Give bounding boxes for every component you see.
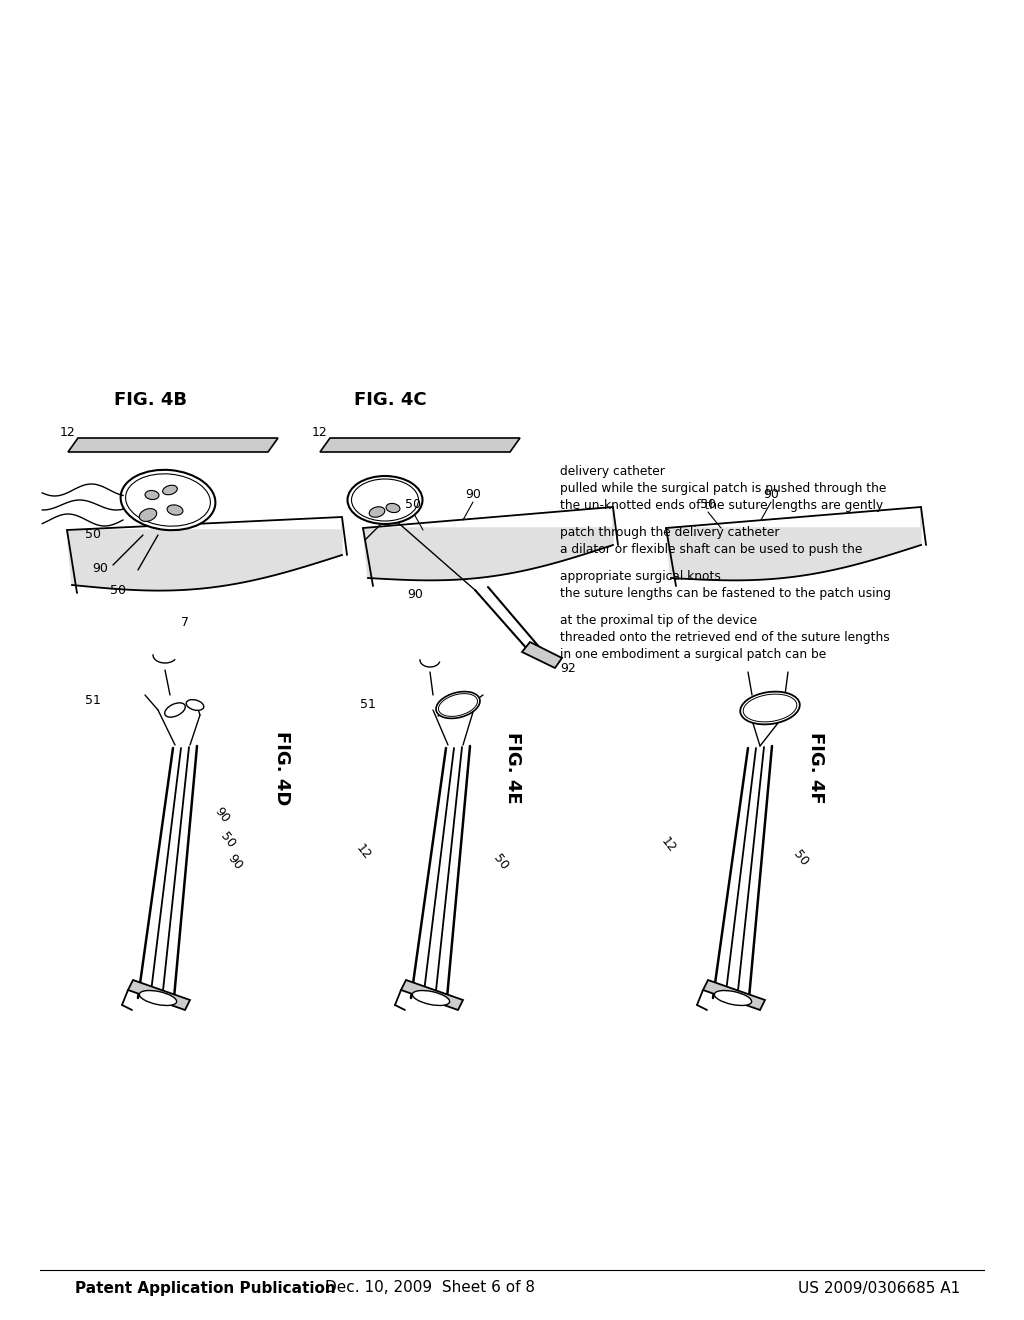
- Ellipse shape: [347, 477, 423, 524]
- Text: FIG. 4C: FIG. 4C: [353, 391, 426, 409]
- Text: FIG. 4F: FIG. 4F: [807, 733, 825, 804]
- Polygon shape: [522, 642, 562, 668]
- Polygon shape: [703, 979, 765, 1010]
- Text: 50: 50: [85, 528, 101, 541]
- Text: the suture lengths can be fastened to the patch using: the suture lengths can be fastened to th…: [560, 587, 891, 601]
- Text: Dec. 10, 2009  Sheet 6 of 8: Dec. 10, 2009 Sheet 6 of 8: [325, 1280, 535, 1295]
- Ellipse shape: [167, 504, 183, 515]
- Text: 50: 50: [406, 499, 421, 511]
- Text: 7: 7: [181, 615, 189, 628]
- Text: 90: 90: [465, 488, 481, 502]
- Text: 90: 90: [225, 851, 245, 873]
- Text: a dilator or flexible shaft can be used to push the: a dilator or flexible shaft can be used …: [560, 543, 862, 556]
- Text: 90: 90: [763, 488, 779, 502]
- Ellipse shape: [413, 990, 450, 1006]
- Ellipse shape: [165, 702, 185, 717]
- Ellipse shape: [121, 470, 215, 531]
- Text: FIG. 4E: FIG. 4E: [504, 733, 522, 804]
- Text: US 2009/0306685 A1: US 2009/0306685 A1: [798, 1280, 961, 1295]
- Ellipse shape: [740, 692, 800, 725]
- Text: 50: 50: [791, 847, 811, 869]
- Ellipse shape: [370, 507, 385, 517]
- Ellipse shape: [715, 990, 752, 1006]
- Ellipse shape: [139, 508, 157, 521]
- Text: 50: 50: [110, 583, 126, 597]
- Ellipse shape: [139, 990, 176, 1006]
- Ellipse shape: [436, 692, 480, 718]
- Text: 90: 90: [92, 561, 108, 574]
- Ellipse shape: [126, 474, 210, 527]
- Text: 90: 90: [408, 589, 423, 602]
- Text: 50: 50: [490, 851, 511, 873]
- Text: 90: 90: [212, 805, 232, 825]
- Text: appropriate surgical knots: appropriate surgical knots: [560, 570, 721, 583]
- Polygon shape: [68, 438, 278, 451]
- Text: pulled while the surgical patch is pushed through the: pulled while the surgical patch is pushe…: [560, 482, 887, 495]
- Text: 92: 92: [560, 661, 575, 675]
- Ellipse shape: [186, 700, 204, 710]
- Text: Patent Application Publication: Patent Application Publication: [75, 1280, 336, 1295]
- Text: 12: 12: [312, 425, 328, 438]
- Ellipse shape: [386, 503, 400, 512]
- Ellipse shape: [351, 479, 419, 521]
- Text: patch through the delivery catheter: patch through the delivery catheter: [560, 525, 779, 539]
- Text: at the proximal tip of the device: at the proximal tip of the device: [560, 614, 757, 627]
- Polygon shape: [67, 517, 342, 590]
- Polygon shape: [319, 438, 520, 451]
- Polygon shape: [401, 979, 463, 1010]
- Text: FIG. 4D: FIG. 4D: [273, 731, 291, 805]
- Text: 51: 51: [85, 693, 101, 706]
- Text: 51: 51: [360, 698, 376, 711]
- Text: threaded onto the retrieved end of the suture lengths: threaded onto the retrieved end of the s…: [560, 631, 890, 644]
- Text: 50: 50: [218, 830, 238, 850]
- Text: the un-knotted ends of the suture lengths are gently: the un-knotted ends of the suture length…: [560, 499, 883, 512]
- Text: FIG. 4B: FIG. 4B: [114, 391, 186, 409]
- Ellipse shape: [145, 491, 159, 499]
- Polygon shape: [128, 979, 190, 1010]
- Text: delivery catheter: delivery catheter: [560, 465, 665, 478]
- Text: in one embodiment a surgical patch can be: in one embodiment a surgical patch can b…: [560, 648, 826, 661]
- Text: 12: 12: [658, 834, 678, 855]
- Polygon shape: [666, 507, 921, 581]
- Text: 12: 12: [60, 425, 76, 438]
- Ellipse shape: [438, 693, 477, 717]
- Ellipse shape: [163, 486, 177, 495]
- Text: 12: 12: [353, 842, 373, 862]
- Polygon shape: [362, 507, 613, 581]
- Ellipse shape: [743, 694, 797, 722]
- Text: 50: 50: [700, 499, 716, 511]
